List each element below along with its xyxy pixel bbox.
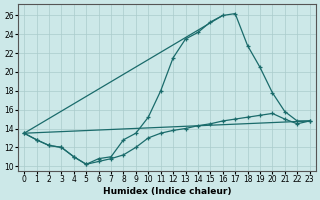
X-axis label: Humidex (Indice chaleur): Humidex (Indice chaleur) xyxy=(103,187,231,196)
